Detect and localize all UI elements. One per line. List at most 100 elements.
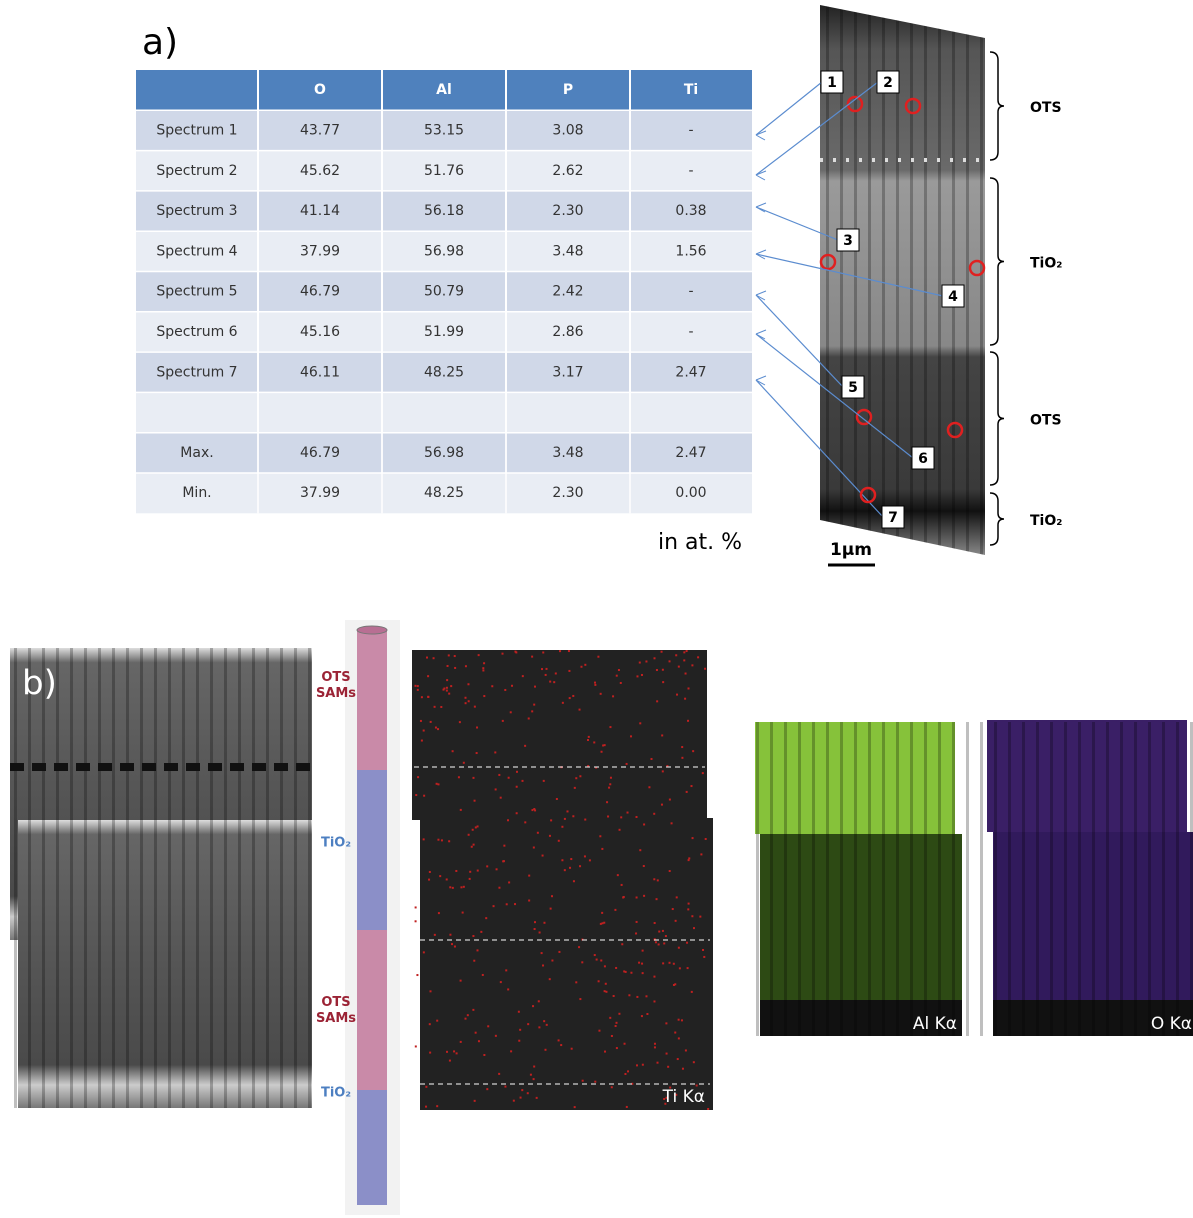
- ti-dot: [601, 912, 603, 914]
- ti-dot: [507, 988, 509, 990]
- ti-dot: [579, 998, 581, 1000]
- ti-dot: [434, 706, 436, 708]
- ti-dot: [528, 717, 530, 719]
- ti-dot: [469, 878, 471, 880]
- table-cell: 2.30: [552, 203, 583, 219]
- ti-dot: [593, 741, 595, 743]
- ti-dot: [465, 665, 467, 667]
- ti-dot: [534, 921, 536, 923]
- ti-dot: [436, 783, 438, 785]
- bracket: [990, 493, 1004, 545]
- ti-dot: [453, 1050, 455, 1052]
- ti-dot: [527, 1092, 529, 1094]
- table-cell: 1.56: [675, 243, 706, 259]
- ti-dot: [601, 751, 603, 753]
- ti-dot: [692, 837, 694, 839]
- ti-dot: [558, 1039, 560, 1041]
- ti-dot: [503, 860, 505, 862]
- ti-dot: [449, 886, 451, 888]
- ti-dot: [636, 897, 638, 899]
- ti-dot: [571, 1048, 573, 1050]
- ti-dot: [574, 1106, 576, 1108]
- nanotube-texture: [10, 648, 312, 1108]
- table-cell: 51.76: [424, 163, 464, 179]
- tube-label: TiO₂: [321, 836, 351, 851]
- ti-dot: [477, 870, 479, 872]
- ti-dot: [604, 965, 606, 967]
- ti-dot: [435, 727, 437, 729]
- ti-dot: [673, 963, 675, 965]
- ti-dot: [642, 1064, 644, 1066]
- bracket: [990, 178, 1004, 345]
- ti-dot: [468, 834, 470, 836]
- table-cell: 3.48: [552, 243, 583, 259]
- ti-dot: [478, 1040, 480, 1042]
- ti-dot: [498, 774, 500, 776]
- ti-dot: [703, 956, 705, 958]
- ti-dot: [437, 783, 439, 785]
- ti-dot: [685, 1049, 687, 1051]
- ti-dot: [553, 681, 555, 683]
- ti-dot: [486, 1088, 488, 1090]
- ti-dot: [473, 960, 475, 962]
- ti-dot: [533, 1078, 535, 1080]
- ti-dot: [707, 1108, 709, 1110]
- layer-label: OTS: [1030, 100, 1062, 116]
- point-label: 2: [883, 75, 893, 91]
- layer-label: TiO₂: [1030, 256, 1062, 272]
- ti-dot: [635, 932, 637, 934]
- ti-dot: [482, 667, 484, 669]
- ti-dot: [671, 822, 673, 824]
- ti-dot: [605, 983, 607, 985]
- ti-dot: [657, 1062, 659, 1064]
- ti-dot: [584, 819, 586, 821]
- ti-dot: [604, 1051, 606, 1053]
- ti-dot: [630, 735, 632, 737]
- panel-label: a): [142, 22, 178, 63]
- ti-dot: [574, 787, 576, 789]
- figure: a) OAlPTiSpectrum 143.7753.153.08-Spectr…: [0, 0, 1193, 1218]
- ti-dot: [502, 720, 504, 722]
- ti-dot: [643, 895, 645, 897]
- ti-dot: [642, 972, 644, 974]
- ti-dot: [594, 1081, 596, 1083]
- ti-dot: [618, 1013, 620, 1015]
- ti-dot: [575, 777, 577, 779]
- ti-dot: [570, 858, 572, 860]
- ti-dot: [544, 1049, 546, 1051]
- ti-dot: [578, 946, 580, 948]
- ti-dot: [468, 700, 470, 702]
- ti-dot: [651, 758, 653, 760]
- ti-dot: [626, 1106, 628, 1108]
- ti-dot: [421, 740, 423, 742]
- ti-dot: [504, 1086, 506, 1088]
- table-cell: 2.47: [675, 364, 706, 380]
- ti-dot: [558, 840, 560, 842]
- ti-dot: [425, 1106, 427, 1108]
- table-cell: 3.08: [552, 122, 583, 138]
- ti-dot: [441, 839, 443, 841]
- ti-dot: [506, 903, 508, 905]
- ti-dot: [686, 650, 688, 652]
- ti-dot: [524, 745, 526, 747]
- ti-dot: [662, 770, 664, 772]
- ti-dot: [657, 879, 659, 881]
- table-cell: Spectrum 4: [156, 243, 237, 259]
- ti-dot: [493, 905, 495, 907]
- unit-label: in at. %: [658, 530, 742, 555]
- ti-dot: [460, 980, 462, 982]
- ti-dot: [702, 949, 704, 951]
- ti-dot: [514, 903, 516, 905]
- arrow: [756, 82, 822, 135]
- ti-dot: [606, 801, 608, 803]
- ti-dot: [612, 695, 614, 697]
- column-header: P: [563, 82, 573, 98]
- ti-dot: [477, 825, 479, 827]
- ti-dot: [646, 1013, 648, 1015]
- ti-dot: [446, 679, 448, 681]
- ti-dot: [656, 700, 658, 702]
- ti-dot: [676, 896, 678, 898]
- ti-dot: [675, 654, 677, 656]
- ti-dot: [624, 1073, 626, 1075]
